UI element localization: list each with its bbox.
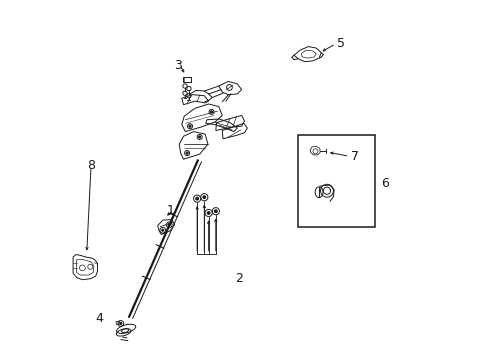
Circle shape: [185, 152, 188, 154]
Circle shape: [203, 196, 205, 199]
Text: 3: 3: [174, 59, 182, 72]
Text: 1: 1: [166, 204, 174, 217]
Text: 5: 5: [336, 37, 345, 50]
Text: 8: 8: [87, 159, 95, 172]
Circle shape: [188, 125, 191, 127]
Bar: [183, 77, 191, 82]
Text: 2: 2: [235, 272, 243, 285]
Circle shape: [210, 111, 212, 113]
Circle shape: [214, 210, 217, 213]
Bar: [116, 321, 120, 324]
Circle shape: [207, 212, 210, 215]
Bar: [298, 135, 375, 226]
Bar: [183, 77, 190, 82]
Circle shape: [162, 229, 163, 231]
Text: 6: 6: [380, 177, 388, 190]
Circle shape: [198, 136, 201, 138]
Circle shape: [120, 322, 122, 324]
Circle shape: [195, 197, 198, 200]
Text: 4: 4: [95, 311, 102, 325]
Circle shape: [168, 224, 170, 226]
Text: 7: 7: [350, 150, 358, 163]
